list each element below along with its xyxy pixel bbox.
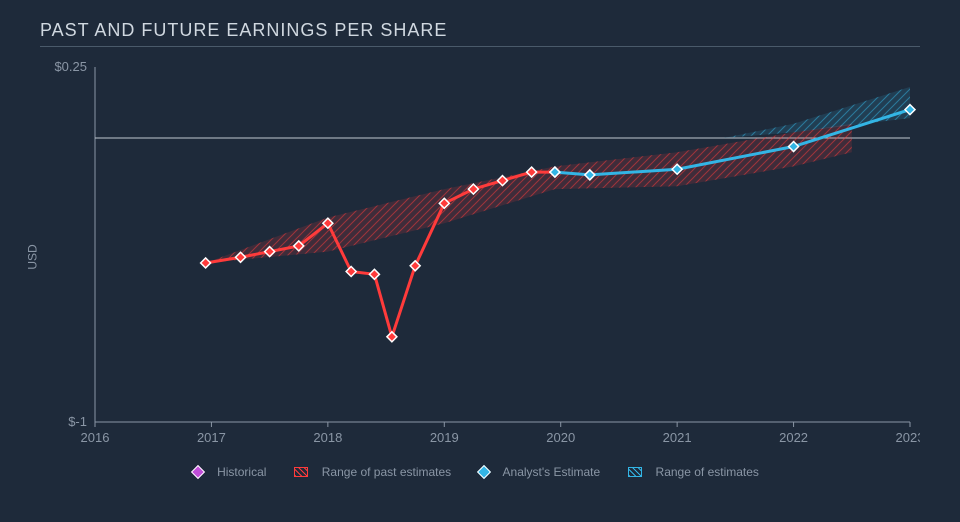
legend: Historical Range of past estimates Analy… [30,465,930,480]
svg-text:2023: 2023 [896,430,920,445]
svg-text:$-1: $-1 [68,414,87,429]
hatch-swatch-icon [628,467,642,477]
svg-text:2016: 2016 [81,430,110,445]
svg-text:2020: 2020 [546,430,575,445]
legend-historical: Historical [193,465,274,479]
chart-title: PAST AND FUTURE EARNINGS PER SHARE [40,20,930,41]
svg-text:2019: 2019 [430,430,459,445]
svg-text:2022: 2022 [779,430,808,445]
legend-past-range: Range of past estimates [294,465,459,479]
svg-text:2017: 2017 [197,430,226,445]
title-divider [40,46,920,47]
svg-text:$0.25: $0.25 [54,59,87,74]
legend-future-range: Range of estimates [628,465,767,479]
y-axis-label: USD [26,244,40,269]
diamond-icon [476,465,490,479]
eps-chart: PAST AND FUTURE EARNINGS PER SHARE USD $… [0,0,960,522]
legend-analyst: Analyst's Estimate [479,465,609,479]
chart-svg: $0.25 $-12016 2017 2018 2019 2020 2021 2022 2023 [30,57,920,457]
diamond-icon [191,465,205,479]
svg-text:2018: 2018 [313,430,342,445]
plot-area: USD $0.25$-12016201720182019202020212022… [30,57,930,457]
hatch-swatch-icon [294,467,308,477]
svg-text:2021: 2021 [663,430,692,445]
